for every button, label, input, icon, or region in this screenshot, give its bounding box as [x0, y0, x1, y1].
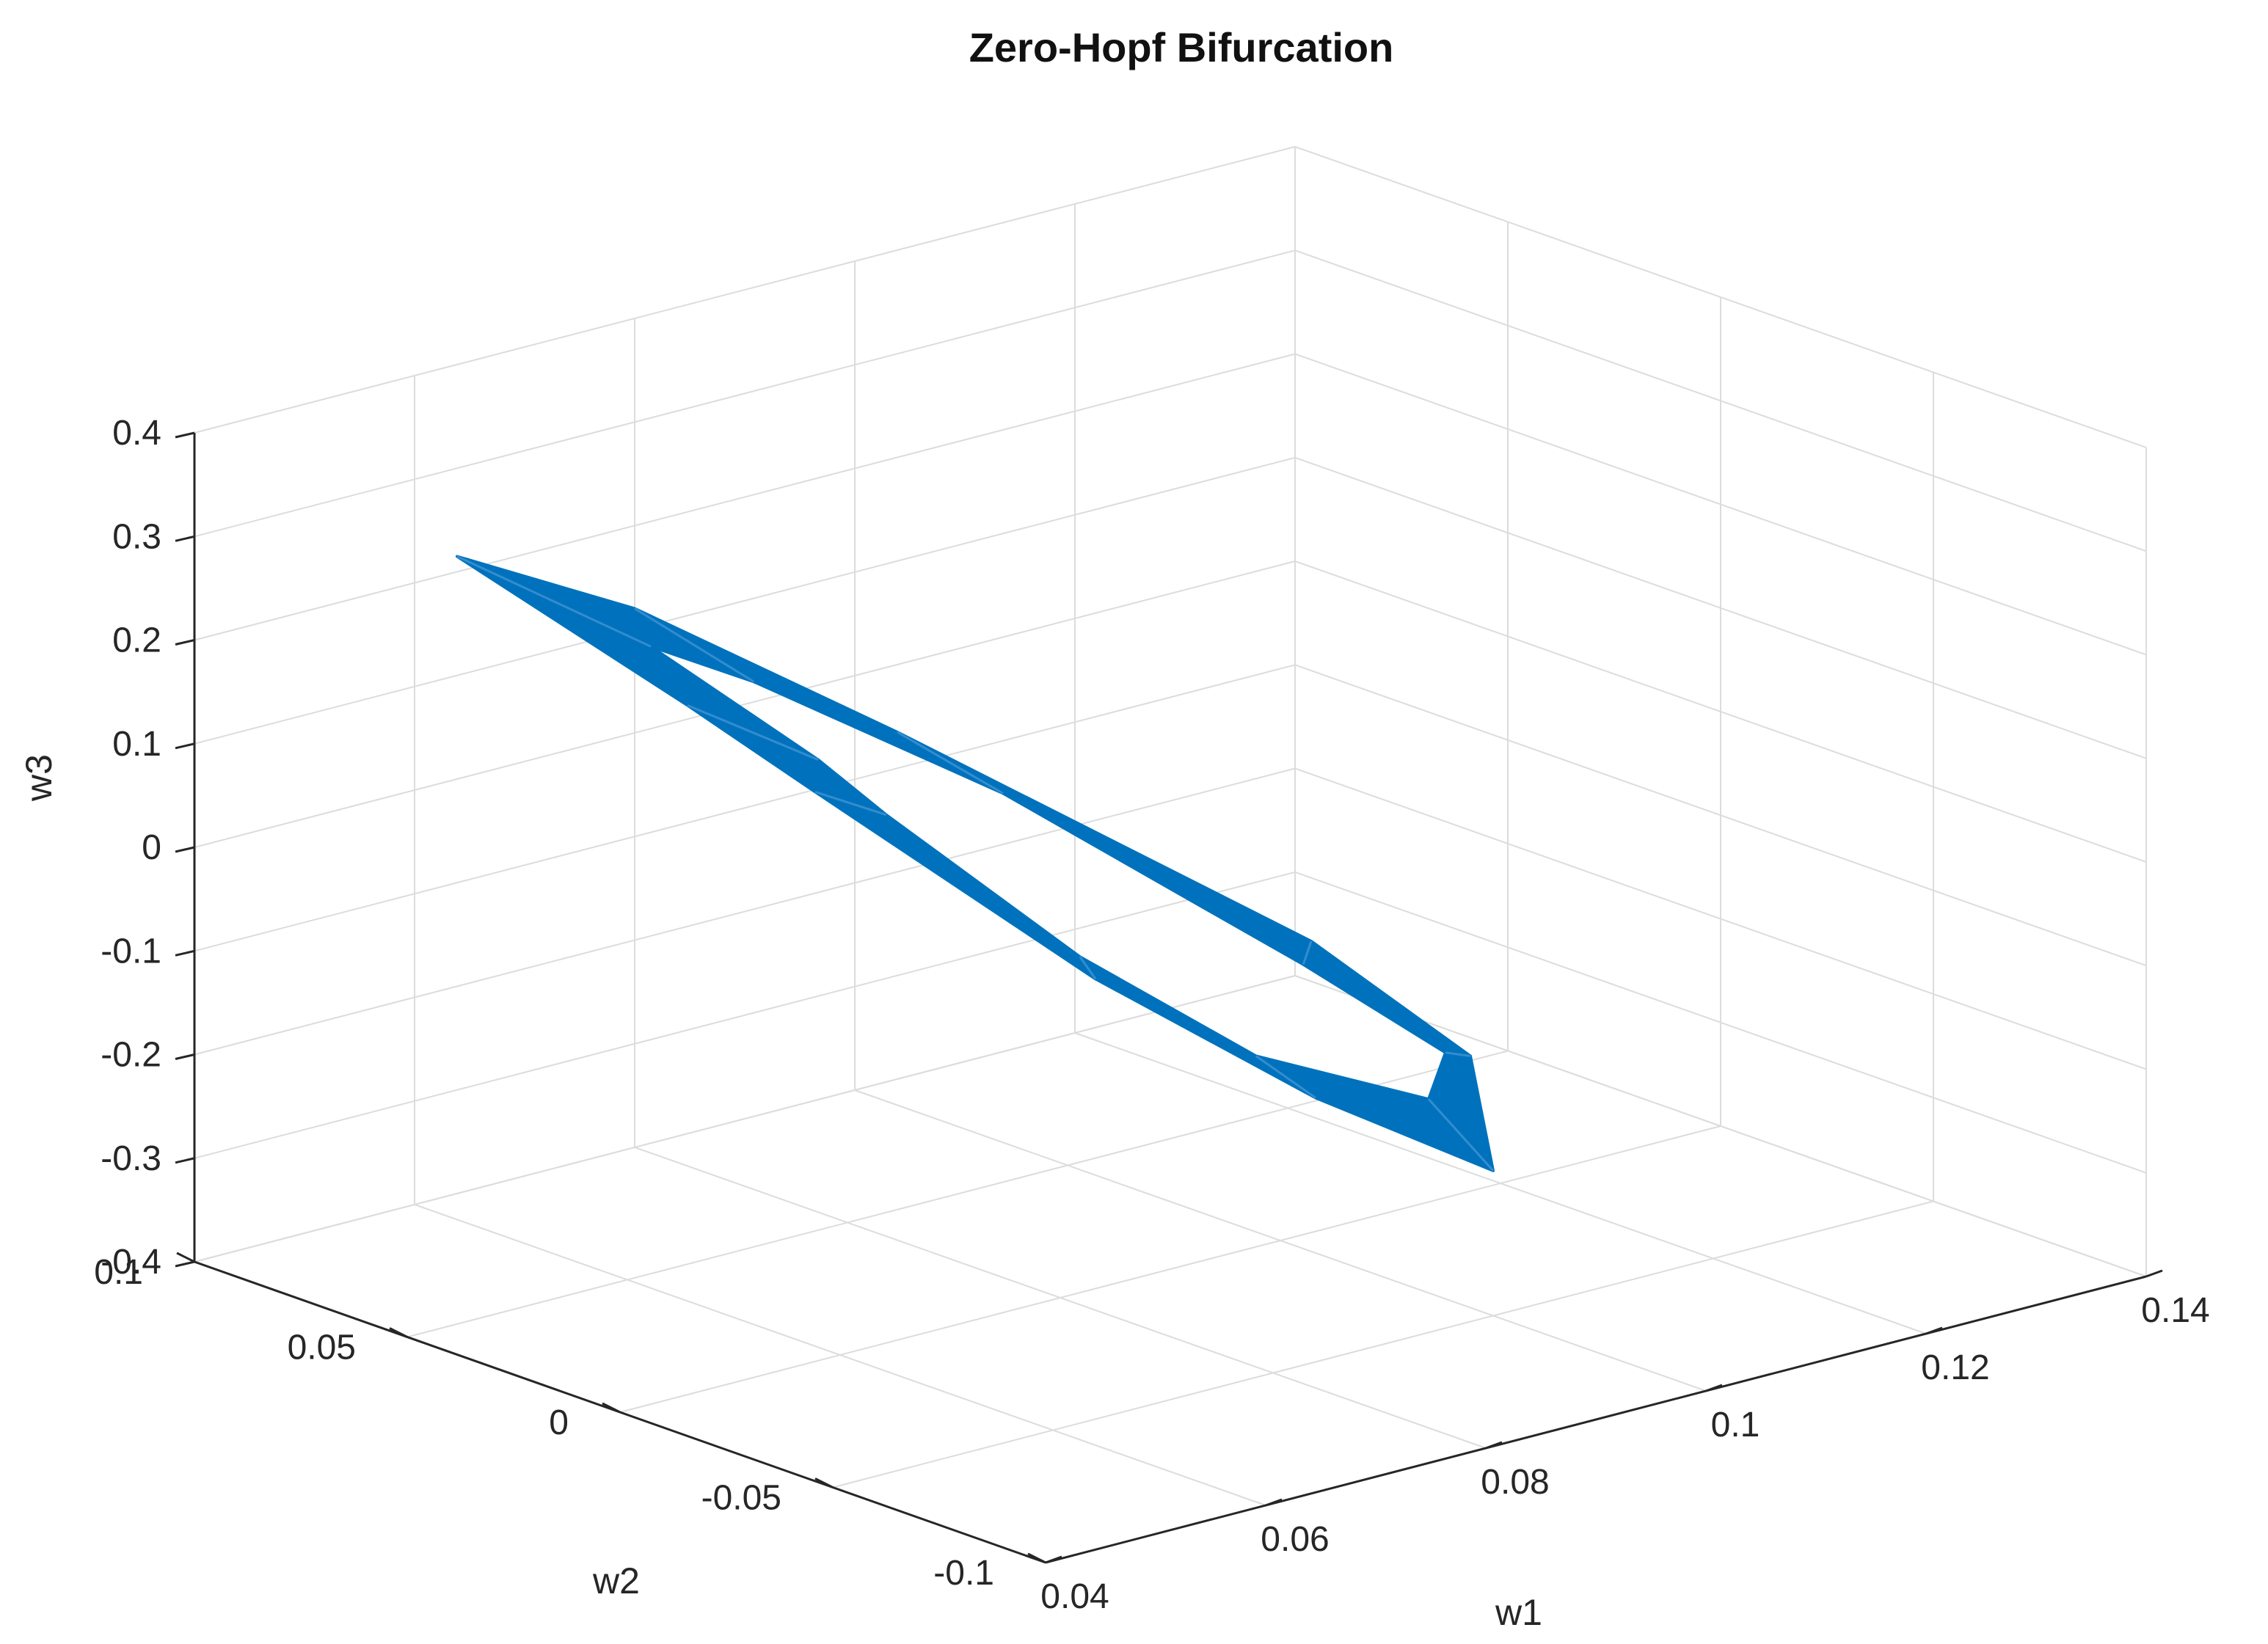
axes: [175, 431, 2163, 1564]
grid-line-sidewall-w3: [1294, 146, 2147, 448]
y-tick-mark: [602, 1402, 621, 1414]
grid-line-sidewall-w3: [1294, 767, 2147, 1070]
grid-line-sidewall-w3: [1294, 249, 2147, 552]
y-tick-mark: [1027, 1552, 1046, 1564]
surface-mesh-line: [1255, 1055, 1316, 1099]
z-tick-mark: [175, 742, 195, 750]
surface-mesh-line: [456, 555, 652, 648]
x-tick-label: 0.06: [1261, 1520, 1329, 1559]
grid-line-sidewall-w3: [1294, 353, 2147, 656]
z-tick-label: 0: [142, 828, 161, 867]
surface-mesh-line: [687, 704, 819, 761]
grid-line-backwall-w3: [194, 767, 1296, 1056]
z-tick-label: -0.1: [101, 932, 161, 971]
z-tick-label: 0.2: [112, 621, 161, 660]
z-axis-label: w3: [18, 754, 59, 802]
y-tick-label: -0.05: [701, 1479, 781, 1518]
z-tick-label: -0.2: [101, 1036, 161, 1075]
y-tick-label: 0.1: [94, 1253, 143, 1292]
x-tick-mark: [2145, 1269, 2163, 1278]
grid-lines: [194, 146, 2147, 1563]
grid-line-backwall-w3: [194, 456, 1296, 745]
x-tick-label: 0.12: [1921, 1348, 1989, 1387]
grid-line-floor-w2: [619, 1125, 1721, 1413]
z-tick-mark: [175, 1053, 195, 1060]
grid-line-backwall-w3: [194, 975, 1296, 1263]
grid-line-backwall-w3: [194, 353, 1296, 641]
grid-line-backwall-w3: [194, 664, 1296, 952]
x-tick-mark: [1485, 1441, 1503, 1450]
z-tick-label: 0.3: [112, 517, 161, 556]
y-tick-label: 0.05: [288, 1329, 356, 1367]
z-tick-mark: [175, 1157, 195, 1164]
z-tick-mark: [175, 949, 195, 957]
grid-line-sidewall-w3: [1294, 871, 2147, 1174]
y-tick-mark: [389, 1327, 408, 1338]
x-tick-label: 0.08: [1481, 1463, 1549, 1502]
x-tick-label: 0.1: [1711, 1406, 1760, 1444]
grid-line-backwall-w3: [194, 560, 1296, 848]
y-axis-label: w2: [592, 1560, 640, 1601]
grid-line-backwall-w3: [194, 249, 1296, 538]
surface-mesh-line: [1079, 956, 1097, 980]
grid-line-sidewall-w3: [1294, 975, 2147, 1277]
y-tick-label: 0: [549, 1403, 569, 1442]
surface-mesh-line: [897, 731, 1004, 794]
z-tick-label: -0.4: [101, 1243, 161, 1282]
y-tick-mark: [176, 1252, 195, 1263]
grid-line-floor-w2: [832, 1200, 1934, 1488]
z-tick-label: 0.4: [112, 414, 161, 453]
grid-line-backwall-w3: [194, 146, 1296, 434]
surface-mesh-line: [1445, 1051, 1471, 1057]
surface-mesh-line: [1302, 940, 1313, 965]
surface: [456, 555, 1495, 1172]
x-tick-label: 0.04: [1040, 1577, 1109, 1616]
z-tick-mark: [175, 431, 195, 439]
x-axis-line: [1045, 1275, 2147, 1564]
z-tick-mark: [175, 1260, 195, 1268]
grid-line-backwall-w3: [194, 871, 1296, 1159]
surface-band: [456, 555, 1495, 1172]
surface-mesh-line: [814, 791, 887, 816]
x-tick-label: 0.14: [2141, 1291, 2209, 1330]
y-tick-mark: [814, 1477, 834, 1488]
z-tick-label: 0.1: [112, 725, 161, 764]
x-tick-mark: [1925, 1326, 1943, 1335]
z-tick-label: -0.3: [101, 1139, 161, 1178]
grid-line-sidewall-w3: [1294, 560, 2147, 863]
x-tick-mark: [1045, 1555, 1062, 1564]
x-axis-label: w1: [1495, 1592, 1542, 1633]
surface-mesh-line: [634, 607, 755, 683]
tick-labels: 0.04 0.06 0.08 0.1 0.12 0.14 -0.1 -0.05 0 0.05 0.1…: [94, 414, 2209, 1616]
z-tick-mark: [175, 535, 195, 542]
chart-title: Zero-Hopf Bifurcation: [969, 24, 1394, 70]
z-tick-mark: [175, 639, 195, 646]
y-tick-label: -0.1: [933, 1554, 994, 1593]
surface-mesh-line: [1427, 1098, 1495, 1172]
x-tick-mark: [1265, 1498, 1283, 1507]
grid-line-sidewall-w3: [1294, 456, 2147, 759]
z-tick-mark: [175, 846, 195, 853]
x-tick-mark: [1705, 1384, 1723, 1392]
grid-line-sidewall-w3: [1294, 664, 2147, 967]
